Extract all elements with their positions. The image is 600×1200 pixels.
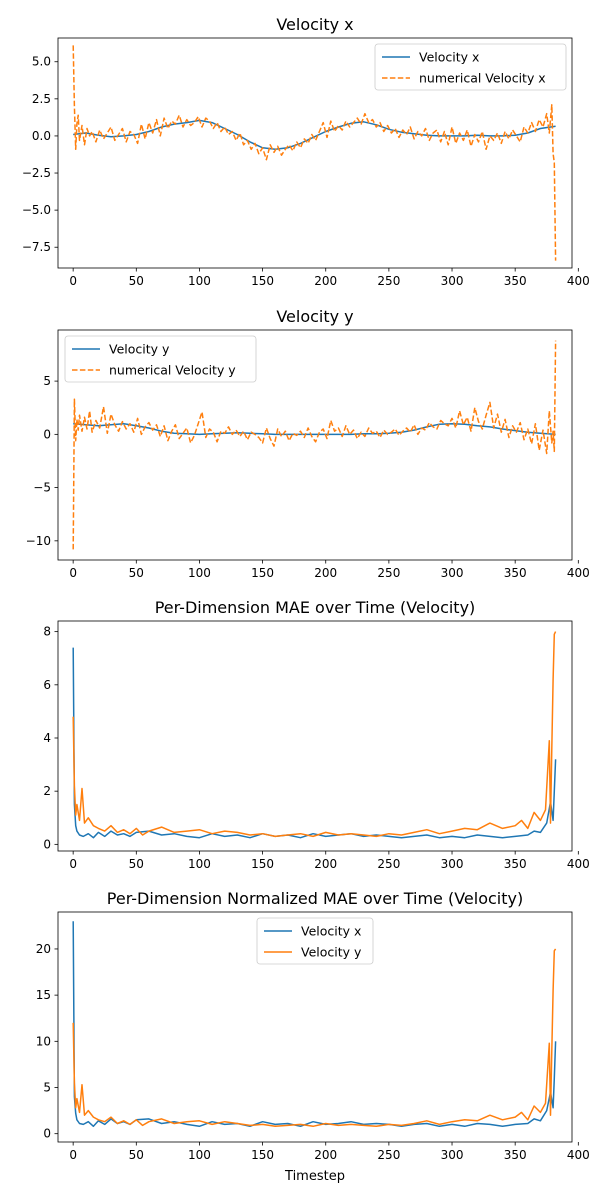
- x-tick-label: 200: [314, 857, 337, 871]
- chart-title: Velocity x: [276, 15, 353, 34]
- x-tick-label: 100: [188, 274, 211, 288]
- x-tick-label: 0: [69, 274, 77, 288]
- axes-frame: [57, 911, 573, 1143]
- x-tick-label: 250: [377, 857, 400, 871]
- series-line-velocity-x: [72, 921, 557, 1128]
- y-tick-label: 20: [36, 942, 51, 956]
- chart-panel-3: Per-Dimension MAE over Time (Velocity) 0 5…: [43, 598, 589, 871]
- y-tick-label: 6: [43, 678, 51, 692]
- y-tick-label: 8: [43, 625, 51, 639]
- series-line-velocity-x: [72, 647, 557, 839]
- series-line-velocity-y: [72, 948, 557, 1128]
- x-tick-label: 50: [129, 857, 144, 871]
- x-tick-label: 250: [377, 1148, 400, 1162]
- x-tick-label: 300: [441, 857, 464, 871]
- x-tick-label: 150: [251, 1148, 274, 1162]
- axes-frame: [57, 37, 573, 269]
- x-tick-label: 100: [188, 1148, 211, 1162]
- y-tick-label: 2.5: [32, 92, 51, 106]
- x-tick-label: 100: [188, 566, 211, 580]
- x-tick-label: 150: [251, 274, 274, 288]
- x-tick-label: 100: [188, 857, 211, 871]
- chart-panel-2: Velocity y 0 50 100 150 200 250 300 350 400 −10 −5 0…: [26, 307, 590, 580]
- x-axis-label: Timestep: [284, 1169, 345, 1184]
- x-tick-label: 150: [251, 566, 274, 580]
- series-group: [72, 631, 557, 839]
- x-tick-label: 300: [441, 274, 464, 288]
- axes-frame: [57, 329, 573, 561]
- legend-label: Velocity x: [419, 50, 479, 65]
- y-tick-label: 15: [36, 988, 51, 1002]
- x-tick-label: 250: [377, 274, 400, 288]
- x-tick-label: 350: [504, 857, 527, 871]
- series-line-velocity-y: [72, 340, 557, 550]
- x-tick-label: 350: [504, 566, 527, 580]
- series-group: [72, 45, 557, 261]
- x-tick-label: 0: [69, 857, 77, 871]
- x-tick-label: 400: [567, 274, 590, 288]
- legend: Velocity y numerical Velocity y: [64, 335, 257, 383]
- series-line-velocity-y: [72, 631, 557, 838]
- chart-panel-1: Velocity x 0 50 100 150 200 250 300 350 400 −7.5 −5…: [22, 15, 590, 288]
- y-tick-label: 5.0: [32, 55, 51, 69]
- legend-label: numerical Velocity y: [109, 363, 236, 378]
- y-tick-label: 0: [43, 1127, 51, 1141]
- x-tick-label: 250: [377, 566, 400, 580]
- x-tick-label: 400: [567, 1148, 590, 1162]
- legend: Velocity x Velocity y: [256, 917, 374, 965]
- x-tick-label: 0: [69, 1148, 77, 1162]
- legend-label: Velocity y: [109, 342, 170, 357]
- y-tick-label: −7.5: [22, 240, 51, 254]
- chart-title: Per-Dimension Normalized MAE over Time (…: [107, 889, 523, 908]
- chart-title: Per-Dimension MAE over Time (Velocity): [155, 598, 476, 617]
- x-tick-label: 300: [441, 1148, 464, 1162]
- x-tick-label: 200: [314, 1148, 337, 1162]
- y-tick-label: 5: [43, 374, 51, 388]
- legend-label: Velocity x: [301, 924, 361, 939]
- y-tick-label: 0: [43, 837, 51, 851]
- y-tick-label: −5: [33, 481, 51, 495]
- y-tick-label: −10: [26, 534, 51, 548]
- x-tick-label: 350: [504, 274, 527, 288]
- x-tick-label: 400: [567, 566, 590, 580]
- legend: Velocity x numerical Velocity x: [374, 43, 567, 91]
- series-line-velocity-y: [72, 45, 557, 261]
- y-tick-label: 0.0: [32, 129, 51, 143]
- x-tick-label: 400: [567, 857, 590, 871]
- x-tick-label: 200: [314, 274, 337, 288]
- axes-frame: [57, 620, 573, 852]
- legend-box: [374, 43, 567, 91]
- legend-label: numerical Velocity x: [419, 71, 546, 86]
- legend-label: Velocity y: [301, 945, 362, 960]
- x-tick-label: 150: [251, 857, 274, 871]
- x-tick-label: 350: [504, 1148, 527, 1162]
- series-group: [72, 921, 557, 1128]
- y-tick-label: 2: [43, 784, 51, 798]
- x-tick-label: 300: [441, 566, 464, 580]
- legend-box: [64, 335, 257, 383]
- series-group: [72, 340, 557, 550]
- y-tick-label: −5.0: [22, 203, 51, 217]
- chart-panel-4: Per-Dimension Normalized MAE over Time (…: [36, 889, 590, 1184]
- x-tick-label: 50: [129, 1148, 144, 1162]
- y-tick-label: −2.5: [22, 166, 51, 180]
- y-tick-label: 5: [43, 1081, 51, 1095]
- chart-title: Velocity y: [276, 307, 353, 326]
- x-tick-label: 200: [314, 566, 337, 580]
- x-tick-label: 50: [129, 566, 144, 580]
- x-tick-label: 50: [129, 274, 144, 288]
- y-tick-label: 10: [36, 1034, 51, 1048]
- y-tick-label: 4: [43, 731, 51, 745]
- y-tick-label: 0: [43, 427, 51, 441]
- x-tick-label: 0: [69, 566, 77, 580]
